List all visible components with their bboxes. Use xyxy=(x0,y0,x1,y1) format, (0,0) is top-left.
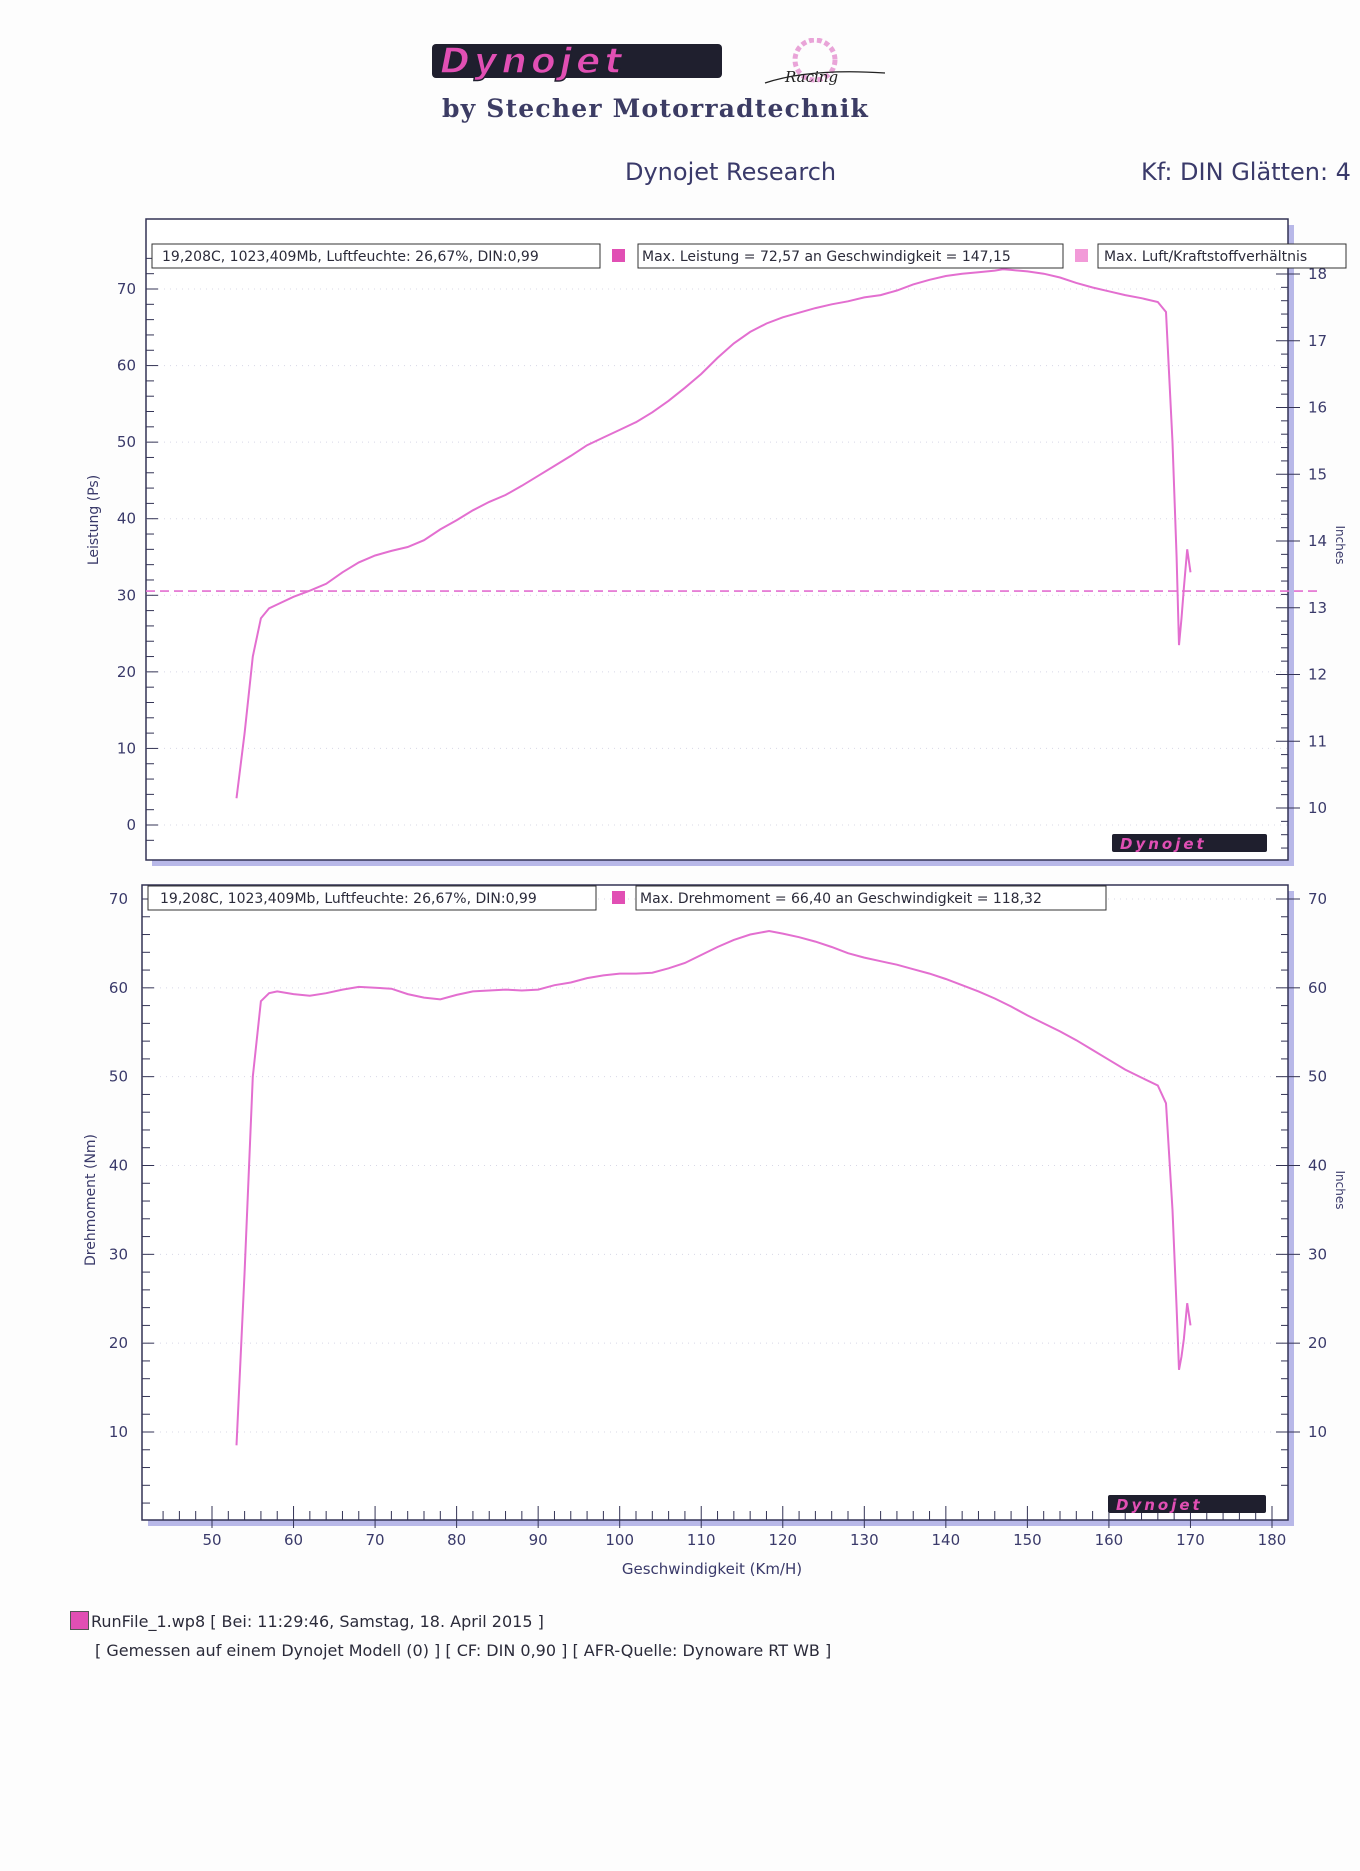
torque-x-tick-label: 80 xyxy=(447,1531,466,1549)
torque-legend-swatch xyxy=(612,891,625,904)
torque-x-tick-label: 150 xyxy=(1013,1531,1042,1549)
torque-corner-logo-text: Dynojet xyxy=(1116,1496,1203,1514)
racing-text: Racing xyxy=(784,68,838,86)
torque-y-tick-label: 60 xyxy=(109,979,128,997)
power-y-tick-label: 40 xyxy=(117,510,136,528)
afr-legend-swatch xyxy=(1075,249,1088,262)
report-subtitle: Dynojet Research xyxy=(625,158,837,186)
torque-x-tick-label: 170 xyxy=(1176,1531,1205,1549)
power-frame xyxy=(145,218,1289,861)
power-y2-tick-label: 11 xyxy=(1308,732,1327,750)
torque-y2-axis-label: Inches xyxy=(1333,1171,1347,1210)
torque-y2-tick-label: 40 xyxy=(1308,1157,1327,1175)
racing-mark: Racing xyxy=(764,38,886,86)
torque-legend-conditions: 19,208C, 1023,409Mb, Luftfeuchte: 26,67%… xyxy=(160,891,537,907)
torque-y2-tick-label: 30 xyxy=(1308,1245,1327,1263)
power-chart: 0 10 20 30 40 50 60 70 10 11 12 13 14 15 16 17 18 Leistun… xyxy=(86,218,1347,866)
torque-legend-conditions-box xyxy=(147,885,597,911)
power-y2-tick-label: 15 xyxy=(1308,465,1327,483)
torque-chart: 10 20 30 40 50 60 70 10 20 30 40 50 60 70 50 60 70 80 90 10… xyxy=(83,884,1347,1578)
power-y2-axis-label: Inches xyxy=(1333,526,1347,565)
power-y2-tick-label: 16 xyxy=(1308,399,1327,417)
torque-legend-max-box xyxy=(635,885,1107,911)
power-y-tick-label: 20 xyxy=(117,663,136,681)
torque-x-tick-label: 50 xyxy=(202,1531,221,1549)
dynojet-wordmark: Dynojet xyxy=(432,40,722,83)
torque-x-tick-label: 110 xyxy=(687,1531,716,1549)
power-curve xyxy=(235,268,1192,799)
run-file-text: RunFile_1.wp8 [ Bei: 11:29:46, Samstag, … xyxy=(91,1612,544,1631)
torque-x-tick-label: 130 xyxy=(850,1531,879,1549)
dynojet-logo: Dynojet Racing by Stecher Motorradtechni… xyxy=(432,38,886,123)
torque-y-tick-label: 10 xyxy=(109,1423,128,1441)
x-axis-label: Geschwindigkeit (Km/H) xyxy=(622,1560,802,1578)
run-swatch xyxy=(70,1611,89,1630)
torque-curve xyxy=(235,929,1192,1446)
torque-y-tick-label: 30 xyxy=(109,1245,128,1263)
torque-y2-tick-label: 20 xyxy=(1308,1334,1327,1352)
power-y2-tick-label: 17 xyxy=(1308,332,1327,350)
power-y-tick-label: 10 xyxy=(117,739,136,757)
power-legend-conditions: 19,208C, 1023,409Mb, Luftfeuchte: 26,67%… xyxy=(162,249,539,265)
torque-x-tick-label: 140 xyxy=(932,1531,961,1549)
torque-y2-tick-label: 70 xyxy=(1308,890,1327,908)
run-details: [ Gemessen auf einem Dynojet Modell (0) … xyxy=(95,1641,832,1660)
torque-frame xyxy=(141,884,1289,1521)
power-y2-tick-label: 13 xyxy=(1308,599,1327,617)
torque-y2-tick-label: 10 xyxy=(1308,1423,1327,1441)
power-corner-logo xyxy=(1112,834,1267,852)
power-y2-tick-label: 10 xyxy=(1308,799,1327,817)
power-y-tick-label: 60 xyxy=(117,357,136,375)
torque-y-axis-label: Drehmoment (Nm) xyxy=(83,1134,99,1266)
torque-y-tick-label: 40 xyxy=(109,1157,128,1175)
torque-x-tick-label: 70 xyxy=(366,1531,385,1549)
power-corner-logo-text: Dynojet xyxy=(1120,835,1207,853)
power-y2-tick-label: 18 xyxy=(1308,265,1327,283)
dealer-name: by Stecher Motorradtechnik xyxy=(442,94,869,123)
power-legend-swatch xyxy=(612,249,625,262)
brand-text: Dynojet xyxy=(440,41,626,82)
torque-legend-max: Max. Drehmoment = 66,40 an Geschwindigke… xyxy=(640,891,1042,907)
run-file-entry: RunFile_1.wp8 [ Bei: 11:29:46, Samstag, … xyxy=(70,1611,544,1631)
correction-factor: Kf: DIN Glätten: 4 xyxy=(1141,158,1351,186)
power-y-tick-label: 30 xyxy=(117,586,136,604)
power-y-axis-label: Leistung (Ps) xyxy=(86,475,102,565)
torque-x-tick-label: 160 xyxy=(1095,1531,1124,1549)
power-legend-max-box xyxy=(637,243,1064,269)
torque-y2-tick-label: 50 xyxy=(1308,1068,1327,1086)
power-y2-tick-label: 14 xyxy=(1308,532,1327,550)
torque-x-tick-label: 90 xyxy=(529,1531,548,1549)
torque-x-tick-label: 100 xyxy=(605,1531,634,1549)
torque-y-tick-label: 70 xyxy=(109,890,128,908)
power-y2-tick-label: 12 xyxy=(1308,666,1327,684)
power-y-tick-label: 70 xyxy=(117,280,136,298)
afr-legend-label: Max. Luft/Kraftstoffverhältnis xyxy=(1104,249,1307,265)
afr-legend-box xyxy=(1097,243,1347,269)
power-legend-conditions-box xyxy=(151,243,601,269)
torque-y2-tick-label: 60 xyxy=(1308,979,1327,997)
power-y-tick-label: 0 xyxy=(126,816,136,834)
power-legend-max: Max. Leistung = 72,57 an Geschwindigkeit… xyxy=(642,249,1011,265)
torque-x-tick-label: 180 xyxy=(1258,1531,1287,1549)
torque-corner-logo xyxy=(1108,1495,1266,1513)
torque-x-tick-label: 60 xyxy=(284,1531,303,1549)
torque-y-tick-label: 20 xyxy=(109,1334,128,1352)
power-y-tick-label: 50 xyxy=(117,433,136,451)
torque-y-tick-label: 50 xyxy=(109,1068,128,1086)
torque-x-tick-label: 120 xyxy=(768,1531,797,1549)
